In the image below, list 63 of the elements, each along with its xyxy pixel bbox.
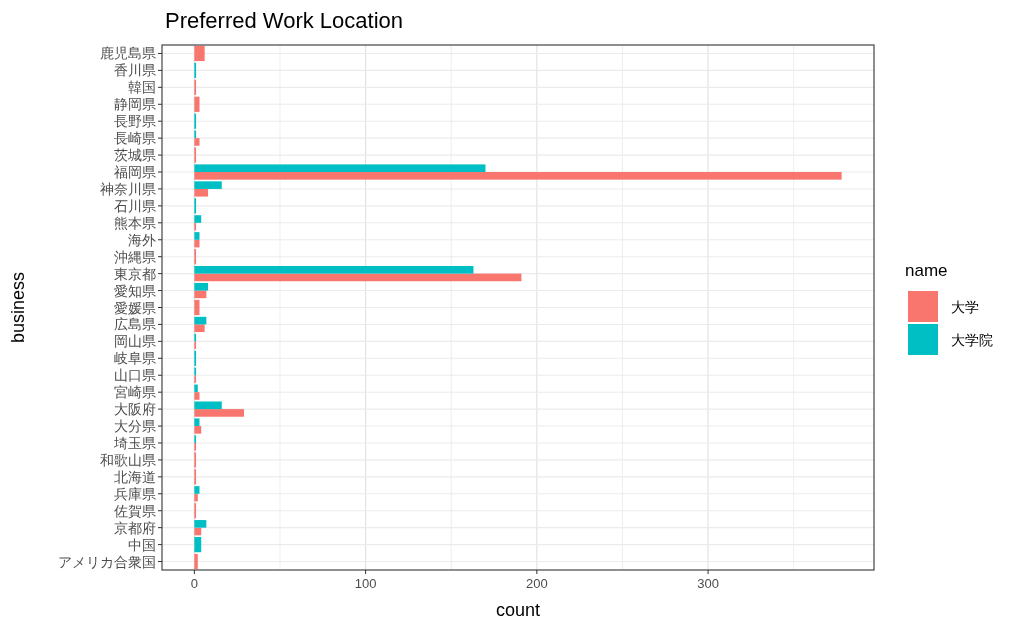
bar — [194, 409, 245, 417]
y-tick-label: 宮崎県 — [114, 384, 156, 401]
bar — [194, 172, 842, 180]
y-tick-label: 東京都 — [114, 265, 156, 282]
bar — [194, 239, 200, 248]
x-tick-label: 300 — [697, 576, 719, 591]
y-tick-label: 和歌山県 — [100, 451, 156, 468]
y-tick-label: 長野県 — [114, 113, 156, 130]
bar — [194, 426, 202, 434]
y-tick-label: 兵庫県 — [114, 485, 156, 502]
bar — [194, 392, 200, 400]
y-tick-label: 沖縄県 — [114, 248, 156, 265]
y-tick-label: 香川県 — [114, 62, 156, 79]
chart-title: Preferred Work Location — [165, 8, 404, 33]
y-tick-label: 長崎県 — [114, 130, 156, 147]
y-tick-label: アメリカ合衆国 — [58, 553, 156, 570]
y-tick-label: 岡山県 — [114, 333, 156, 350]
x-tick-label: 200 — [525, 576, 548, 591]
y-tick-label: 山口県 — [114, 367, 156, 384]
y-tick-label: 広島県 — [114, 316, 156, 333]
bar — [194, 181, 222, 189]
x-tick-label: 0 — [190, 576, 198, 591]
legend-label: 大学院 — [951, 332, 993, 348]
y-tick-label: 中国 — [128, 536, 156, 553]
bar — [194, 527, 202, 536]
bar — [194, 324, 205, 333]
y-axis-title: business — [8, 271, 28, 344]
bar — [194, 290, 207, 299]
x-tick-label: 100 — [354, 576, 377, 591]
bar — [194, 282, 209, 291]
bar — [194, 232, 200, 240]
y-tick-label: 埼玉県 — [113, 434, 156, 451]
y-tick-label: 韓国 — [128, 79, 156, 96]
bar — [194, 418, 200, 427]
y-tick-label: 鹿児島県 — [100, 45, 156, 62]
y-tick-label: 京都府 — [114, 519, 156, 536]
y-tick-label: 神奈川県 — [100, 180, 156, 197]
legend-title: name — [905, 261, 948, 280]
bar — [194, 188, 209, 197]
bar — [194, 266, 474, 274]
bar — [194, 384, 198, 393]
y-tick-label: 石川県 — [114, 197, 156, 214]
y-tick-label: 愛知県 — [114, 282, 156, 299]
x-axis-title: count — [495, 600, 541, 620]
y-tick-label: 大阪府 — [114, 401, 156, 418]
bar — [194, 316, 207, 325]
bar — [194, 493, 198, 502]
bar — [194, 401, 222, 410]
bar — [194, 520, 207, 528]
y-tick-label: 茨城県 — [114, 147, 156, 164]
y-tick-label: 北海道 — [114, 468, 156, 485]
legend-label: 大学 — [951, 299, 979, 315]
y-tick-label: 愛媛県 — [114, 299, 156, 316]
y-tick-label: 熊本県 — [114, 214, 156, 231]
y-tick-label: 福岡県 — [114, 164, 156, 181]
y-tick-label: 大分県 — [114, 418, 156, 435]
bar — [194, 164, 486, 173]
y-tick-label: 岐阜県 — [114, 350, 156, 367]
y-tick-label: 静岡県 — [114, 96, 156, 113]
bar — [194, 486, 200, 494]
bar — [194, 273, 522, 282]
y-tick-label: 海外 — [128, 231, 156, 248]
y-tick-label: 佐賀県 — [114, 502, 156, 519]
